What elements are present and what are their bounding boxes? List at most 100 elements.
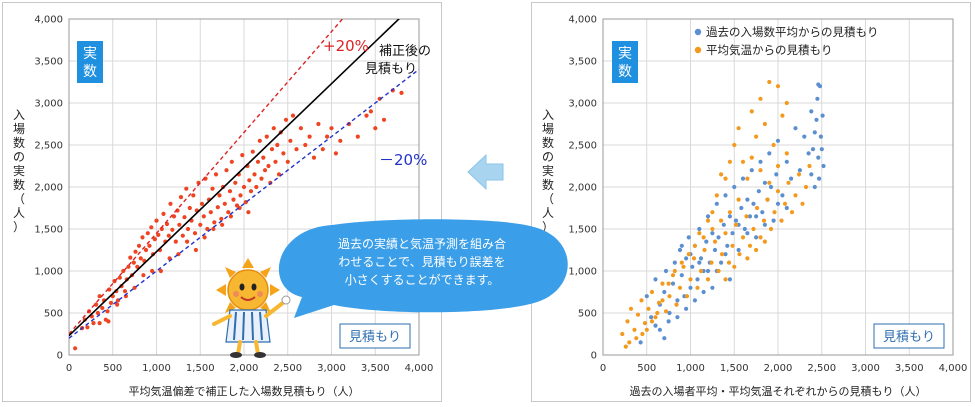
data-point-series-0 — [250, 149, 255, 154]
data-point-series-0 — [208, 210, 213, 215]
data-point-series-0 — [364, 113, 369, 118]
right-gridlines — [603, 19, 953, 355]
data-point-series-1 — [672, 268, 677, 274]
data-point-series-0 — [727, 214, 732, 219]
data-point-series-0 — [814, 117, 819, 122]
data-point-series-0 — [399, 90, 404, 95]
data-point-series-0 — [355, 134, 360, 139]
data-point-series-1 — [642, 321, 648, 326]
data-point-series-0 — [222, 201, 227, 206]
data-point-series-0 — [810, 147, 816, 152]
x-tick-label: 3,500 — [361, 363, 390, 374]
data-point-series-0 — [288, 138, 293, 143]
data-point-series-1 — [767, 79, 772, 85]
data-point-series-1 — [640, 331, 645, 337]
data-point-series-0 — [122, 289, 128, 294]
data-point-series-1 — [627, 340, 632, 345]
data-point-series-1 — [723, 176, 728, 181]
data-point-series-0 — [184, 186, 189, 191]
data-point-series-0 — [812, 130, 817, 135]
data-point-series-0 — [697, 226, 702, 232]
data-point-series-1 — [620, 331, 625, 337]
y-tick-label: 1,500 — [568, 225, 597, 236]
right-y-axis-label: 入場数の実数（人） — [542, 108, 554, 234]
x-tick-label: 4,000 — [405, 363, 434, 374]
data-point-series-0 — [97, 294, 102, 299]
data-point-series-1 — [709, 260, 714, 265]
data-point-series-1 — [663, 309, 669, 314]
y-tick-label: 4,000 — [568, 15, 597, 26]
data-point-series-0 — [821, 163, 826, 169]
data-point-series-1 — [772, 210, 777, 215]
data-point-series-0 — [136, 243, 142, 248]
data-point-series-0 — [246, 210, 251, 215]
data-point-series-1 — [793, 193, 798, 198]
data-point-series-0 — [381, 117, 387, 122]
data-point-series-1 — [692, 243, 697, 248]
data-point-series-0 — [745, 197, 750, 202]
left-chart-panel: 0 500 1,000 1,500 2,000 2,500 3,000 3,500 4,000 … — [2, 2, 442, 402]
data-point-series-1 — [635, 312, 641, 317]
data-point-series-0 — [105, 309, 110, 314]
data-point-series-1 — [639, 298, 644, 303]
data-point-series-1 — [723, 231, 728, 236]
data-point-series-0 — [679, 273, 684, 278]
data-point-series-0 — [205, 226, 210, 232]
data-point-series-0 — [775, 138, 781, 143]
x-tick-label: 2,500 — [807, 363, 836, 374]
data-point-series-0 — [797, 168, 802, 173]
data-point-series-0 — [307, 134, 312, 139]
data-point-series-0 — [768, 184, 774, 190]
data-point-series-0 — [226, 210, 231, 215]
data-point-series-1 — [723, 277, 728, 282]
data-point-series-0 — [294, 147, 299, 152]
data-point-series-0 — [705, 214, 711, 219]
data-point-series-1 — [745, 176, 750, 181]
data-point-series-1 — [634, 336, 639, 341]
data-point-series-0 — [688, 285, 693, 290]
data-point-series-1 — [749, 109, 754, 114]
data-point-series-0 — [373, 126, 378, 131]
y-tick-label: 2,000 — [34, 183, 63, 194]
data-point-series-0 — [247, 178, 252, 183]
data-point-series-1 — [758, 96, 763, 101]
data-point-series-0 — [316, 121, 321, 127]
right-badge-box — [612, 41, 638, 83]
data-point-series-0 — [173, 239, 178, 244]
data-point-series-0 — [697, 260, 702, 265]
data-point-series-1 — [732, 264, 737, 269]
data-point-series-1 — [740, 159, 746, 164]
data-point-series-0 — [725, 243, 730, 248]
data-point-series-0 — [739, 205, 744, 211]
x-tick-label: 0 — [600, 363, 606, 374]
y-tick-label: 500 — [44, 309, 63, 320]
data-point-series-1 — [733, 222, 739, 227]
data-point-series-0 — [156, 232, 161, 237]
data-point-series-0 — [202, 235, 207, 240]
left-badge-box — [77, 41, 103, 83]
data-point-series-0 — [690, 264, 695, 269]
data-point-series-0 — [816, 155, 821, 160]
data-point-series-1 — [767, 180, 772, 185]
data-point-series-0 — [747, 214, 753, 219]
data-point-series-0 — [672, 260, 677, 265]
data-point-series-0 — [784, 205, 789, 211]
data-point-series-0 — [667, 310, 672, 316]
data-point-series-0 — [806, 151, 811, 156]
data-point-series-0 — [178, 195, 184, 200]
left-y-tick-labels: 0 500 1,000 1,500 2,000 2,500 3,000 3,500 4,000 — [34, 15, 63, 362]
data-point-series-1 — [679, 260, 684, 265]
data-point-series-1 — [695, 285, 700, 290]
data-point-series-0 — [168, 201, 173, 206]
data-point-series-0 — [248, 189, 254, 194]
data-point-series-0 — [107, 287, 112, 292]
data-point-series-1 — [762, 239, 767, 244]
data-point-series-0 — [653, 277, 658, 282]
data-point-series-0 — [736, 247, 741, 253]
left-corner-box-label: 見積もり — [349, 330, 401, 345]
minus-20-label: －20% — [379, 151, 427, 169]
data-point-series-1 — [710, 226, 715, 232]
data-point-series-0 — [333, 151, 338, 156]
callout-line-1: 過去の実績と気温予測を組み合 — [338, 236, 506, 251]
data-point-series-0 — [213, 172, 219, 177]
